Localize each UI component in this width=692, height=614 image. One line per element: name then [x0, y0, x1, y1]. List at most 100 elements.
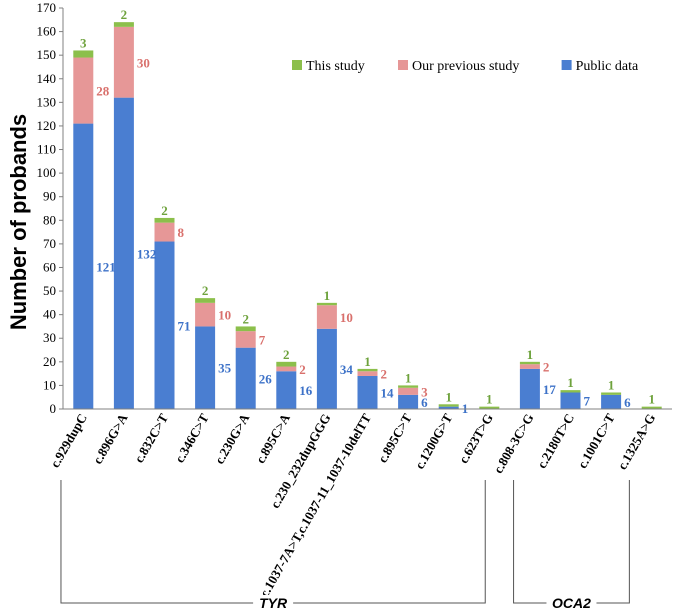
category-label: c.230G>A: [212, 410, 253, 466]
bar-segment-our-previous-study: [357, 371, 378, 376]
y-tick-label: 100: [37, 165, 57, 180]
bar-segment-this-study: [73, 50, 94, 58]
data-label-our-previous-study: 3: [421, 384, 428, 399]
category-label: c.808-3C>G: [490, 411, 536, 476]
bar-segment-public-data: [195, 326, 216, 409]
data-label-public-data: 16: [299, 383, 313, 398]
bar-segment-our-previous-study: [154, 222, 175, 242]
bar-segment-public-data: [398, 394, 419, 409]
data-label-our-previous-study: 30: [137, 55, 150, 70]
y-tick-label: 80: [43, 212, 56, 227]
legend-swatch: [292, 60, 302, 70]
y-tick-label: 30: [43, 330, 56, 345]
bar-segments: [73, 22, 662, 410]
data-label-public-data: 26: [259, 371, 273, 386]
y-tick-label: 20: [43, 354, 56, 369]
bar-segment-this-study: [357, 368, 378, 372]
data-label-this-study: 2: [202, 283, 209, 298]
y-tick-label: 40: [43, 307, 56, 322]
y-tick-label: 70: [43, 236, 56, 251]
legend-label: Our previous study: [412, 59, 519, 74]
bar-segment-this-study: [560, 390, 581, 393]
data-label-this-study: 2: [242, 311, 249, 326]
gene-group-brackets: TYR OCA2: [60, 480, 630, 611]
data-label-public-data: 6: [624, 395, 631, 410]
bar-segment-public-data: [73, 123, 94, 410]
group-label-bg: [253, 595, 294, 611]
legend-label: This study: [306, 59, 365, 74]
bar-segment-our-previous-study: [73, 57, 94, 124]
bar-segment-this-study: [398, 385, 419, 388]
y-tick-label: 140: [37, 71, 57, 86]
data-label-our-previous-study: 2: [381, 367, 388, 382]
data-label-this-study: 1: [608, 377, 615, 392]
legend-swatch: [398, 60, 408, 70]
bar-segment-this-study: [195, 298, 216, 303]
bar-segment-this-study: [276, 361, 297, 367]
category-label: c.2180T>C: [534, 411, 577, 471]
category-label: c.1200G>T: [412, 411, 456, 472]
bar-segment-this-study: [601, 392, 622, 395]
bar-segment-this-study: [113, 22, 134, 27]
y-axis-label: Number of probands: [6, 114, 31, 330]
y-tick-label: 0: [50, 401, 57, 416]
bar-segment-our-previous-study: [276, 366, 297, 372]
category-label: c.895C>A: [253, 410, 294, 465]
data-label-public-data: 71: [178, 318, 191, 333]
data-label-our-previous-study: 10: [218, 308, 231, 323]
category-label: c.1325A>G: [614, 411, 658, 472]
data-label-this-study: 1: [405, 370, 412, 385]
bar-segment-our-previous-study: [398, 387, 419, 395]
data-label-public-data: 14: [381, 385, 395, 400]
data-label-this-study: 2: [283, 347, 290, 362]
bar-segment-this-study: [641, 406, 662, 409]
category-label: c.1001C>T: [574, 411, 617, 471]
category-labels: c.929dupC c.896G>A c.832C>T c.346C>T c.230G>…: [47, 410, 658, 599]
bar-segment-public-data: [276, 371, 297, 409]
bar-segment-our-previous-study: [316, 305, 337, 329]
data-label-our-previous-study: 7: [259, 332, 266, 347]
y-tick-label: 150: [37, 47, 57, 62]
y-tick-label: 50: [43, 283, 56, 298]
data-label-this-study: 1: [486, 392, 493, 407]
data-labels: 1212831323027182351022672162234101142163…: [80, 7, 655, 416]
bar-segment-this-study: [316, 302, 337, 306]
bar-segment-this-study: [519, 361, 540, 365]
bar-segment-our-previous-study: [519, 364, 540, 369]
data-label-our-previous-study: 10: [340, 310, 353, 325]
bar-segment-public-data: [438, 406, 459, 409]
bar-segment-public-data: [113, 97, 134, 410]
y-tick-label: 170: [37, 0, 57, 15]
group-label: OCA2: [552, 595, 591, 611]
legend-label: Public data: [576, 59, 639, 74]
data-label-public-data: 1: [462, 401, 469, 416]
legend-swatch: [561, 60, 572, 70]
data-label-our-previous-study: 2: [299, 362, 306, 377]
y-tick-label: 120: [37, 118, 57, 133]
data-label-this-study: 2: [121, 7, 128, 22]
bar-segment-this-study: [235, 326, 256, 332]
data-label-public-data: 132: [137, 246, 157, 261]
y-tick-label: 60: [43, 259, 56, 274]
bar-segment-public-data: [357, 375, 378, 409]
category-label: c.896G>A: [90, 410, 131, 466]
category-label: c.929dupC: [47, 411, 90, 470]
bar-segment-our-previous-study: [195, 302, 216, 327]
data-label-public-data: 17: [543, 382, 557, 397]
legend: This study Our previous study Public data: [292, 59, 639, 74]
data-label-this-study: 2: [161, 203, 168, 218]
bar-segment-public-data: [235, 347, 256, 409]
bar-segment-our-previous-study: [113, 26, 134, 98]
data-label-public-data: 6: [421, 395, 428, 410]
bar-segment-public-data: [560, 392, 581, 409]
y-tick-label: 90: [43, 189, 56, 204]
y-tick-label: 10: [43, 377, 56, 392]
y-tick-label: 130: [37, 94, 57, 109]
group-bracket: [513, 480, 630, 604]
data-label-this-study: 1: [364, 354, 371, 369]
y-tick-label: 160: [37, 24, 57, 39]
data-label-our-previous-study: 2: [543, 360, 550, 375]
category-label: c.832C>T: [131, 411, 171, 466]
bar-segment-public-data: [519, 368, 540, 409]
category-label: c.623T>G: [456, 411, 496, 466]
